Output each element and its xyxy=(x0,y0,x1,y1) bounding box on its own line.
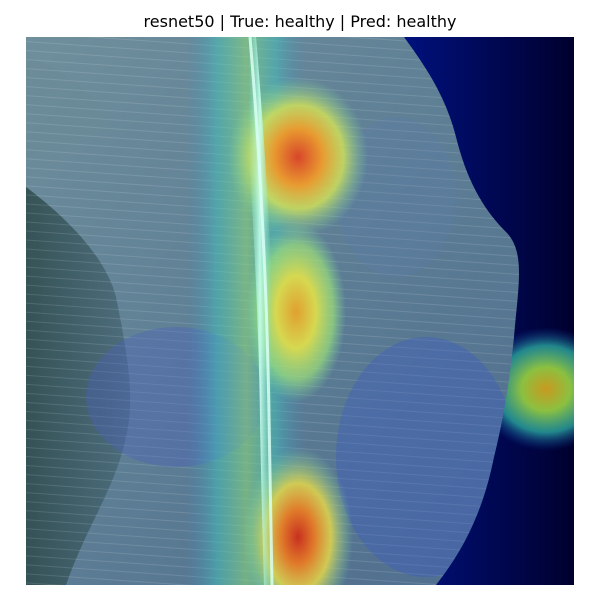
gradcam-image xyxy=(26,37,574,585)
leaf-heatmap-graphic xyxy=(26,37,574,585)
figure-title: resnet50 | True: healthy | Pred: healthy xyxy=(143,12,457,31)
